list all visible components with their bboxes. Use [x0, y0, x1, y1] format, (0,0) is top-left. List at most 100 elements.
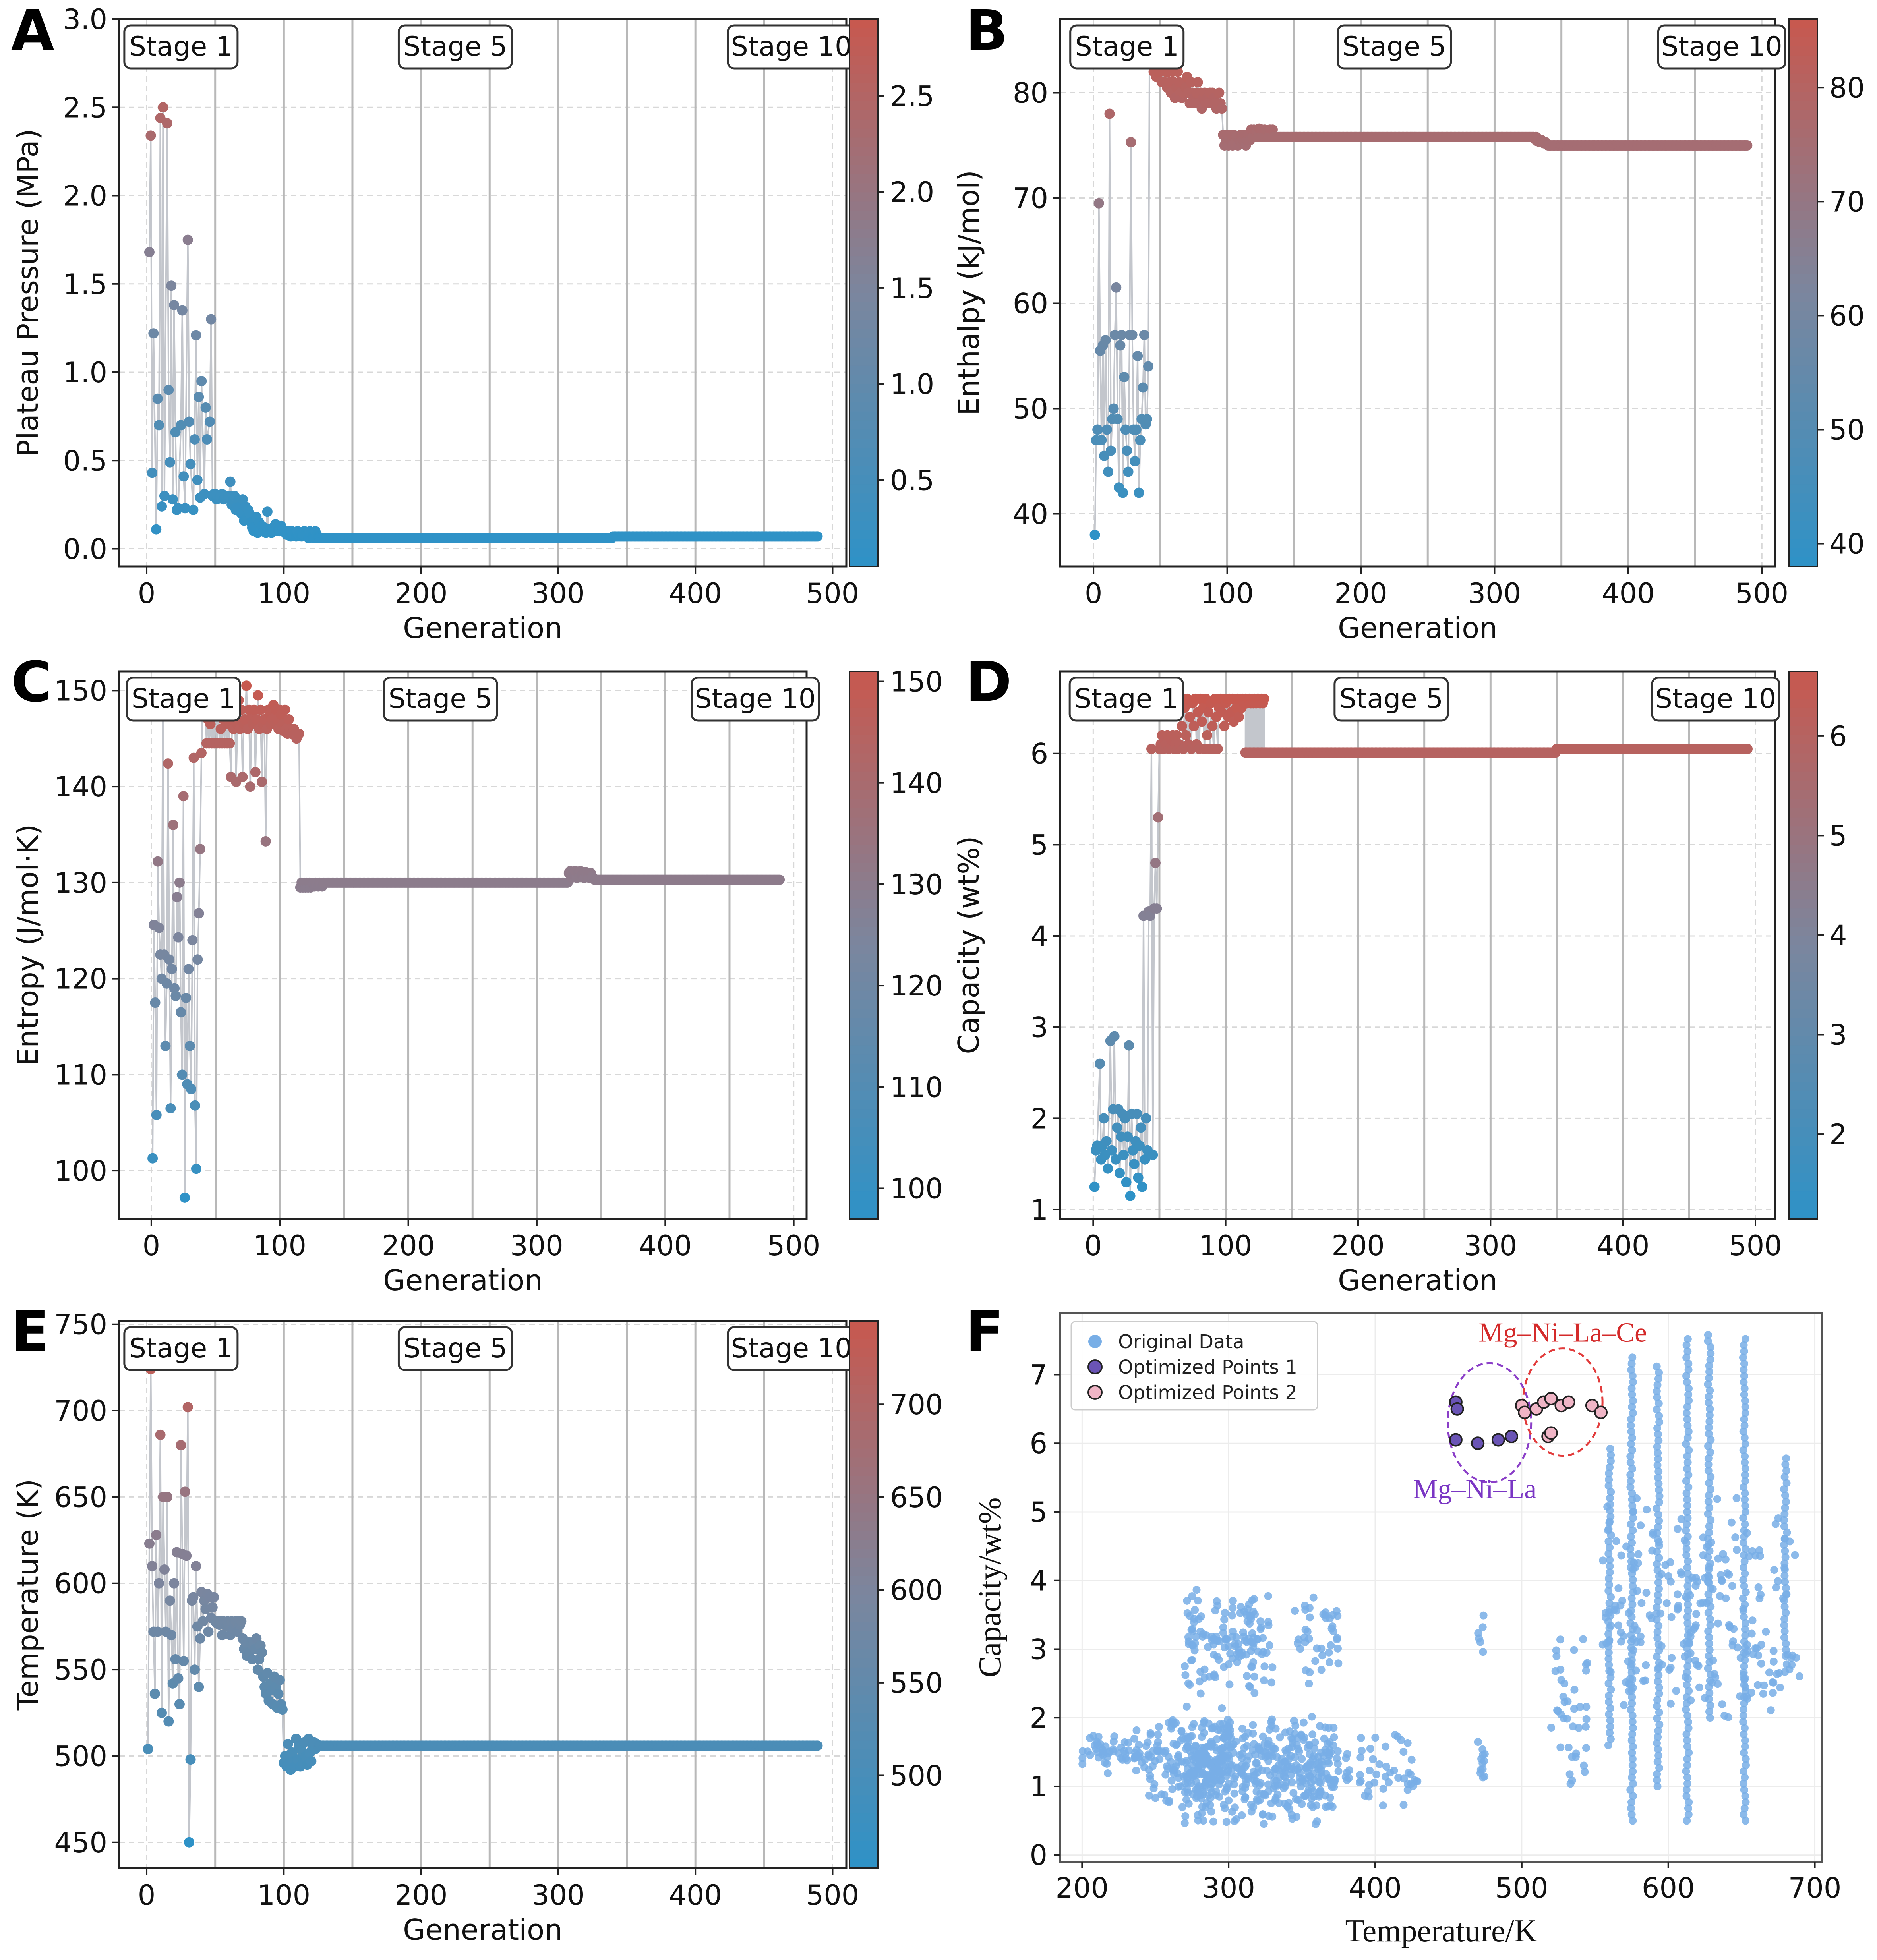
original-data-point: [1317, 1666, 1326, 1674]
colorbar-segment: [849, 55, 878, 65]
original-data-point: [1780, 1541, 1788, 1549]
y-tick-label: 0: [1029, 1839, 1047, 1872]
colorbar-segment: [849, 356, 878, 366]
colorbar-segment: [849, 265, 878, 275]
original-data-point: [1364, 1792, 1373, 1801]
original-data-point: [1385, 1778, 1393, 1786]
y-tick-label: 650: [54, 1481, 107, 1513]
original-data-point: [1705, 1504, 1714, 1512]
colorbar-segment: [849, 1540, 878, 1550]
colorbar-segment: [1789, 872, 1817, 882]
original-data-point: [1791, 1551, 1799, 1559]
panel-label-b: B: [966, 0, 1008, 63]
x-tick-label: 500: [1729, 1229, 1782, 1262]
colorbar-segment: [849, 744, 878, 754]
original-data-point: [1238, 1754, 1246, 1763]
colorbar-segment: [849, 320, 878, 330]
colorbar-segment: [849, 1164, 878, 1174]
original-data-point: [1628, 1712, 1637, 1720]
original-data-point: [1742, 1687, 1750, 1695]
colorbar-segment: [849, 393, 878, 403]
original-data-point: [1741, 1520, 1749, 1529]
colorbar-segment: [1789, 808, 1817, 818]
colorbar-segment: [849, 698, 878, 708]
original-data-point: [1742, 1545, 1750, 1553]
original-data-point: [1191, 1606, 1199, 1614]
x-tick-label: 0: [138, 577, 156, 610]
original-data-point: [1197, 1764, 1206, 1772]
data-point: [1103, 466, 1114, 477]
original-data-point: [1606, 1722, 1614, 1731]
original-data-point: [1604, 1741, 1612, 1749]
original-data-point: [1682, 1551, 1691, 1559]
data-point: [1142, 414, 1152, 424]
original-data-point: [1674, 1590, 1682, 1599]
plot-frame: [1059, 1312, 1823, 1863]
original-data-point: [1655, 1541, 1663, 1550]
colorbar-segment: [1789, 1137, 1817, 1146]
original-data-point: [1304, 1761, 1312, 1769]
original-data-point: [1556, 1743, 1565, 1751]
data-point: [166, 1630, 177, 1641]
original-data-point: [1239, 1734, 1247, 1742]
data-point: [181, 992, 192, 1003]
original-data-point: [1704, 1571, 1713, 1580]
original-data-point: [1267, 1748, 1275, 1756]
original-data-point: [1258, 1810, 1267, 1819]
original-data-point: [1181, 1812, 1190, 1820]
original-data-point: [1299, 1718, 1308, 1727]
data-point: [1207, 721, 1218, 731]
data-point: [1151, 903, 1162, 914]
colorbar-segment: [1789, 347, 1817, 357]
data-point: [253, 690, 263, 701]
colorbar-segment: [849, 1786, 878, 1796]
original-data-point: [1707, 1602, 1715, 1611]
original-data-point: [1241, 1793, 1250, 1801]
data-point: [1119, 372, 1130, 382]
original-data-point: [1328, 1622, 1337, 1630]
data-point: [188, 752, 199, 763]
data-point: [1202, 730, 1212, 740]
original-data-point: [1218, 1704, 1226, 1712]
original-data-point: [1742, 1755, 1750, 1763]
colorbar-segment: [849, 1731, 878, 1741]
original-data-point: [1741, 1792, 1749, 1800]
original-data-point: [1729, 1637, 1737, 1645]
original-data-point: [1782, 1584, 1790, 1592]
data-point: [1118, 487, 1128, 498]
original-data-point: [1739, 1606, 1747, 1615]
original-data-point: [1740, 1786, 1748, 1794]
colorbar-segment: [849, 1339, 878, 1349]
colorbar-segment: [1789, 1118, 1817, 1128]
original-data-point: [1627, 1810, 1636, 1819]
original-data-point: [1683, 1736, 1691, 1745]
original-data-point: [1629, 1588, 1637, 1597]
original-data-point: [1684, 1390, 1693, 1399]
original-data-point: [1693, 1660, 1701, 1669]
y-tick-label: 50: [1013, 393, 1048, 425]
data-point: [294, 729, 304, 739]
original-data-point: [1627, 1427, 1635, 1436]
data-point: [147, 468, 157, 478]
data-point: [1140, 1154, 1150, 1165]
original-data-point: [1297, 1730, 1305, 1739]
data-point: [191, 1164, 202, 1174]
data-point: [174, 877, 185, 888]
colorbar-segment: [849, 420, 878, 430]
original-data-point: [1704, 1541, 1713, 1549]
original-data-point: [1264, 1740, 1272, 1748]
original-data-point: [1740, 1724, 1749, 1732]
data-point: [1095, 1058, 1105, 1069]
original-data-point: [1628, 1502, 1637, 1510]
x-tick-label: 200: [395, 1879, 448, 1912]
original-data-point: [1403, 1739, 1412, 1747]
original-data-point: [1645, 1611, 1654, 1620]
original-data-point: [1267, 1799, 1275, 1807]
data-point: [166, 280, 177, 291]
original-data-point: [1629, 1817, 1637, 1825]
colorbar-segment: [849, 1348, 878, 1358]
colorbar-segment: [849, 1531, 878, 1541]
data-point: [1104, 108, 1115, 119]
colorbar-segment: [849, 790, 878, 800]
